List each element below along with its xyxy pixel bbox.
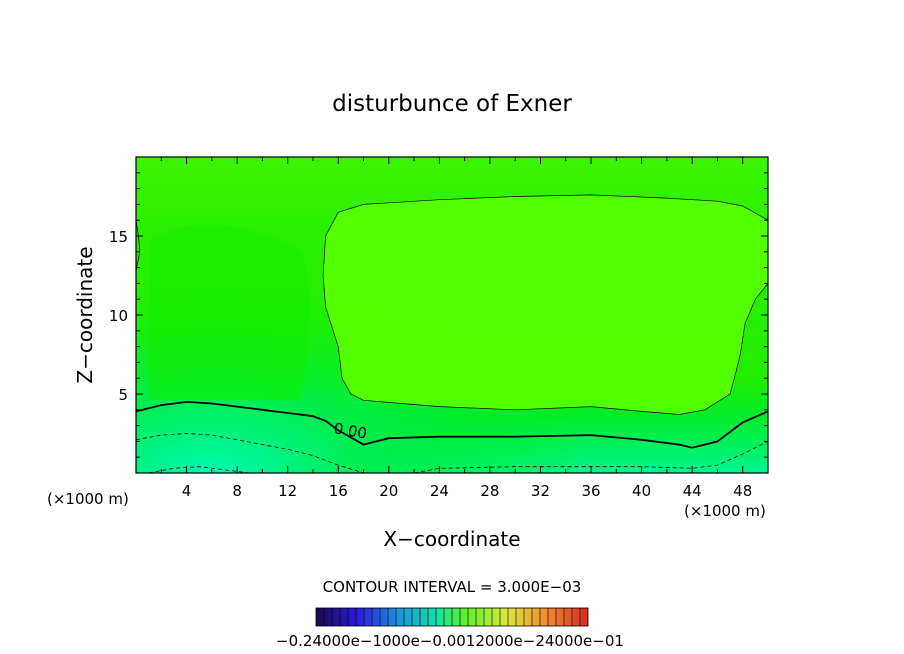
x-tick-label: 12 — [278, 482, 297, 500]
x-tick-label: 8 — [232, 482, 242, 500]
contour-line-4 — [136, 433, 364, 473]
x-tick-label: 24 — [430, 482, 449, 500]
x-tick-label: 20 — [379, 482, 398, 500]
contour-line-6 — [148, 466, 250, 473]
contour-line-0 — [136, 400, 768, 449]
y-axis-label: Z−coordinate — [73, 246, 97, 383]
y-tick-label: 5 — [118, 386, 128, 404]
x-tick-label: 32 — [531, 482, 550, 500]
x-tick-label: 40 — [632, 482, 651, 500]
x-tick-label: 36 — [581, 482, 600, 500]
x-tick-label: 28 — [480, 482, 499, 500]
y-tick-label: 15 — [109, 228, 128, 246]
contour-line-2 — [322, 275, 768, 415]
colorbar-labels: −0.24000e−1000e−0.0012000e−24000e−01 — [276, 632, 624, 650]
colorbar-divisions — [323, 608, 581, 626]
field-positive-core — [323, 194, 768, 415]
plot-area — [136, 157, 768, 473]
chart-title: disturbunce of Exner — [332, 91, 572, 117]
contour-interval-text: CONTOUR INTERVAL = 3.000E−03 — [323, 578, 582, 596]
x-tick-label: 44 — [683, 482, 702, 500]
contour-line-1 — [322, 194, 768, 276]
contour-line-3 — [136, 220, 141, 271]
x-tick-label: 48 — [733, 482, 752, 500]
x-tick-label: 4 — [182, 482, 192, 500]
field-darker-column — [150, 224, 310, 400]
x-unit-right: (×1000 m) — [684, 502, 766, 520]
x-axis-label: X−coordinate — [383, 527, 520, 551]
contour-label-0: 0.00 — [332, 419, 368, 443]
x-tick-label: 16 — [329, 482, 348, 500]
y-tick-label: 10 — [109, 307, 128, 325]
x-unit-left: (×1000 m) — [47, 490, 129, 508]
